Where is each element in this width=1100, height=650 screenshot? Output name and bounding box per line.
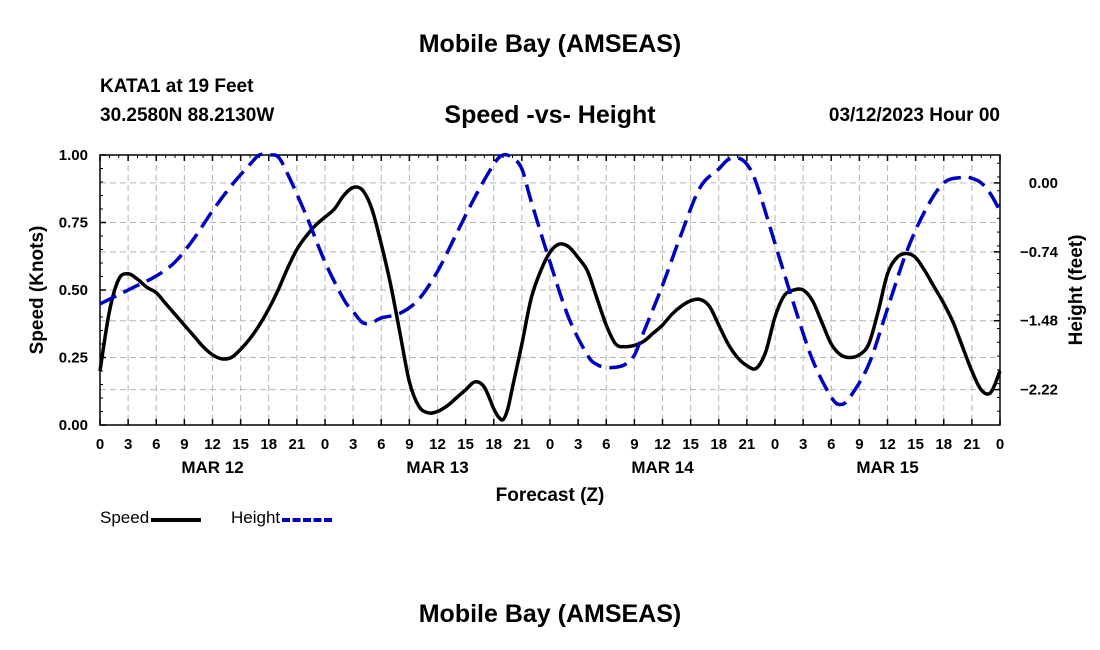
y-tick-label: 0.50	[59, 282, 88, 299]
chart-title: Speed -vs- Height	[444, 101, 656, 129]
series-line-height	[99, 152, 1002, 407]
bottom-title: Mobile Bay (AMSEAS)	[418, 600, 682, 628]
y-axis-title: Speed (Knots)	[27, 226, 48, 355]
x-tick-label: 15	[907, 436, 924, 453]
y2-axis-title: Height (feet)	[1066, 235, 1087, 346]
station-coordinates: 30.2580N 88.2130W	[100, 105, 275, 126]
x-tick-label: 15	[682, 436, 699, 453]
y2-tick-label: −1.48	[1020, 313, 1058, 330]
legend-speed: Speed	[100, 508, 202, 528]
x-tick-label: 21	[514, 436, 531, 453]
y-tick-label: 0.75	[59, 215, 88, 232]
x-tick-label: 15	[457, 436, 474, 453]
x-tick-label: 6	[152, 436, 160, 453]
y2-tick-label: −2.22	[1020, 382, 1058, 399]
x-tick-label: 3	[349, 436, 357, 453]
x-tick-label: 12	[204, 436, 221, 453]
x-tick-label: 12	[879, 436, 896, 453]
x-tick-label: 3	[124, 436, 132, 453]
x-tick-label: 21	[289, 436, 306, 453]
x-tick-label: 9	[630, 436, 638, 453]
day-label: MAR 13	[406, 458, 468, 477]
x-tick-label: 3	[574, 436, 582, 453]
series-line-speed	[98, 185, 1002, 422]
x-tick-label: 6	[602, 436, 610, 453]
y2-tick-label: −0.74	[1020, 244, 1059, 261]
x-tick-label: 12	[654, 436, 671, 453]
x-tick-label: 0	[771, 436, 779, 453]
y-tick-label: 0.00	[59, 417, 88, 434]
day-label: MAR 12	[181, 458, 243, 477]
legend-height-swatch	[282, 518, 333, 522]
legend-speed-label: Speed	[100, 508, 150, 527]
x-tick-label: 18	[260, 436, 277, 453]
station-label: KATA1 at 19 Feet	[100, 76, 254, 97]
x-tick-label: 6	[827, 436, 835, 453]
x-tick-label: 9	[180, 436, 188, 453]
y-tick-label: 0.25	[59, 350, 88, 367]
x-tick-label: 6	[377, 436, 385, 453]
x-tick-label: 3	[799, 436, 807, 453]
x-tick-label: 9	[855, 436, 863, 453]
legend-speed-swatch	[151, 518, 202, 522]
x-tick-label: 0	[96, 436, 104, 453]
legend-height-label: Height	[231, 508, 281, 527]
x-axis-title: Forecast (Z)	[496, 485, 605, 506]
y2-tick-label: 0.00	[1029, 175, 1058, 192]
x-tick-label: 21	[739, 436, 756, 453]
x-tick-label: 15	[232, 436, 249, 453]
x-tick-label: 9	[405, 436, 413, 453]
x-tick-label: 0	[321, 436, 329, 453]
top-title: Mobile Bay (AMSEAS)	[418, 30, 682, 58]
day-label: MAR 14	[631, 458, 694, 477]
forecast-datetime: 03/12/2023 Hour 00	[828, 105, 1000, 126]
x-tick-label: 0	[546, 436, 554, 453]
legend-height: Height	[231, 508, 333, 528]
x-tick-label: 18	[710, 436, 727, 453]
day-label: MAR 15	[856, 458, 918, 477]
x-tick-label: 21	[964, 436, 981, 453]
x-tick-label: 0	[996, 436, 1004, 453]
x-tick-label: 18	[485, 436, 502, 453]
x-tick-label: 12	[429, 436, 446, 453]
x-tick-label: 18	[935, 436, 952, 453]
y-tick-label: 1.00	[59, 147, 88, 164]
